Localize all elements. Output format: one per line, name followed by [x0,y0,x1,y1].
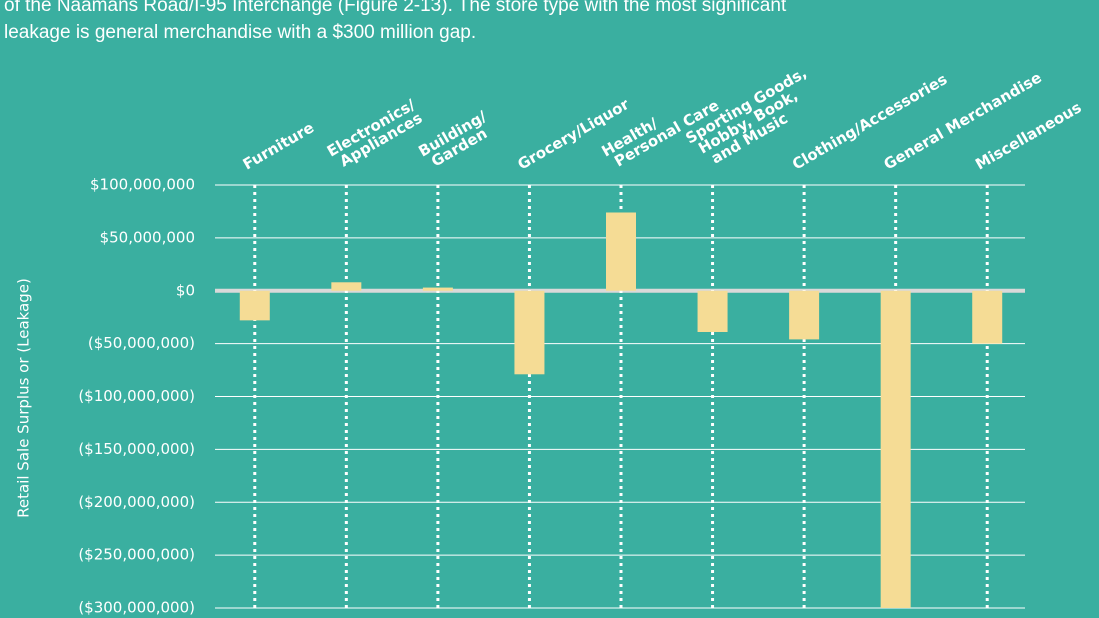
x-tick-label: General Merchandise [881,68,1045,173]
paragraph-line: of the Naamans Road/I-95 Interchange (Fi… [4,0,787,16]
bar [514,290,545,375]
y-tick-label: ($200,000,000) [78,493,195,511]
bar [422,287,453,291]
bar [239,290,270,321]
y-tick-label: ($300,000,000) [78,599,195,617]
y-tick-label: ($100,000,000) [78,387,195,405]
x-tick-label: Clothing/Accessories [789,70,950,173]
bar [331,282,362,291]
y-tick-label: $100,000,000 [90,176,195,194]
x-tick-label: Furniture [240,118,317,173]
bar [880,290,911,608]
y-tick-label: ($250,000,000) [78,546,195,564]
x-tick-label: Building/Garden [415,107,497,173]
y-axis-label: Retail Sale Surplus or (Leakage) [15,278,33,518]
bar [789,290,820,340]
y-tick-label: ($50,000,000) [88,334,195,352]
paragraph: of the Naamans Road/I-95 Interchange (Fi… [4,0,1099,46]
paragraph-line: leakage is general merchandise with a $3… [4,22,477,43]
y-tick-label: $50,000,000 [100,228,195,246]
y-tick-label: ($150,000,000) [78,440,195,458]
y-tick-label: $0 [176,281,195,299]
bar [606,212,636,291]
bar [972,290,1003,344]
bar [697,290,728,332]
x-tick-label: Electronics/Appliances [324,95,426,173]
